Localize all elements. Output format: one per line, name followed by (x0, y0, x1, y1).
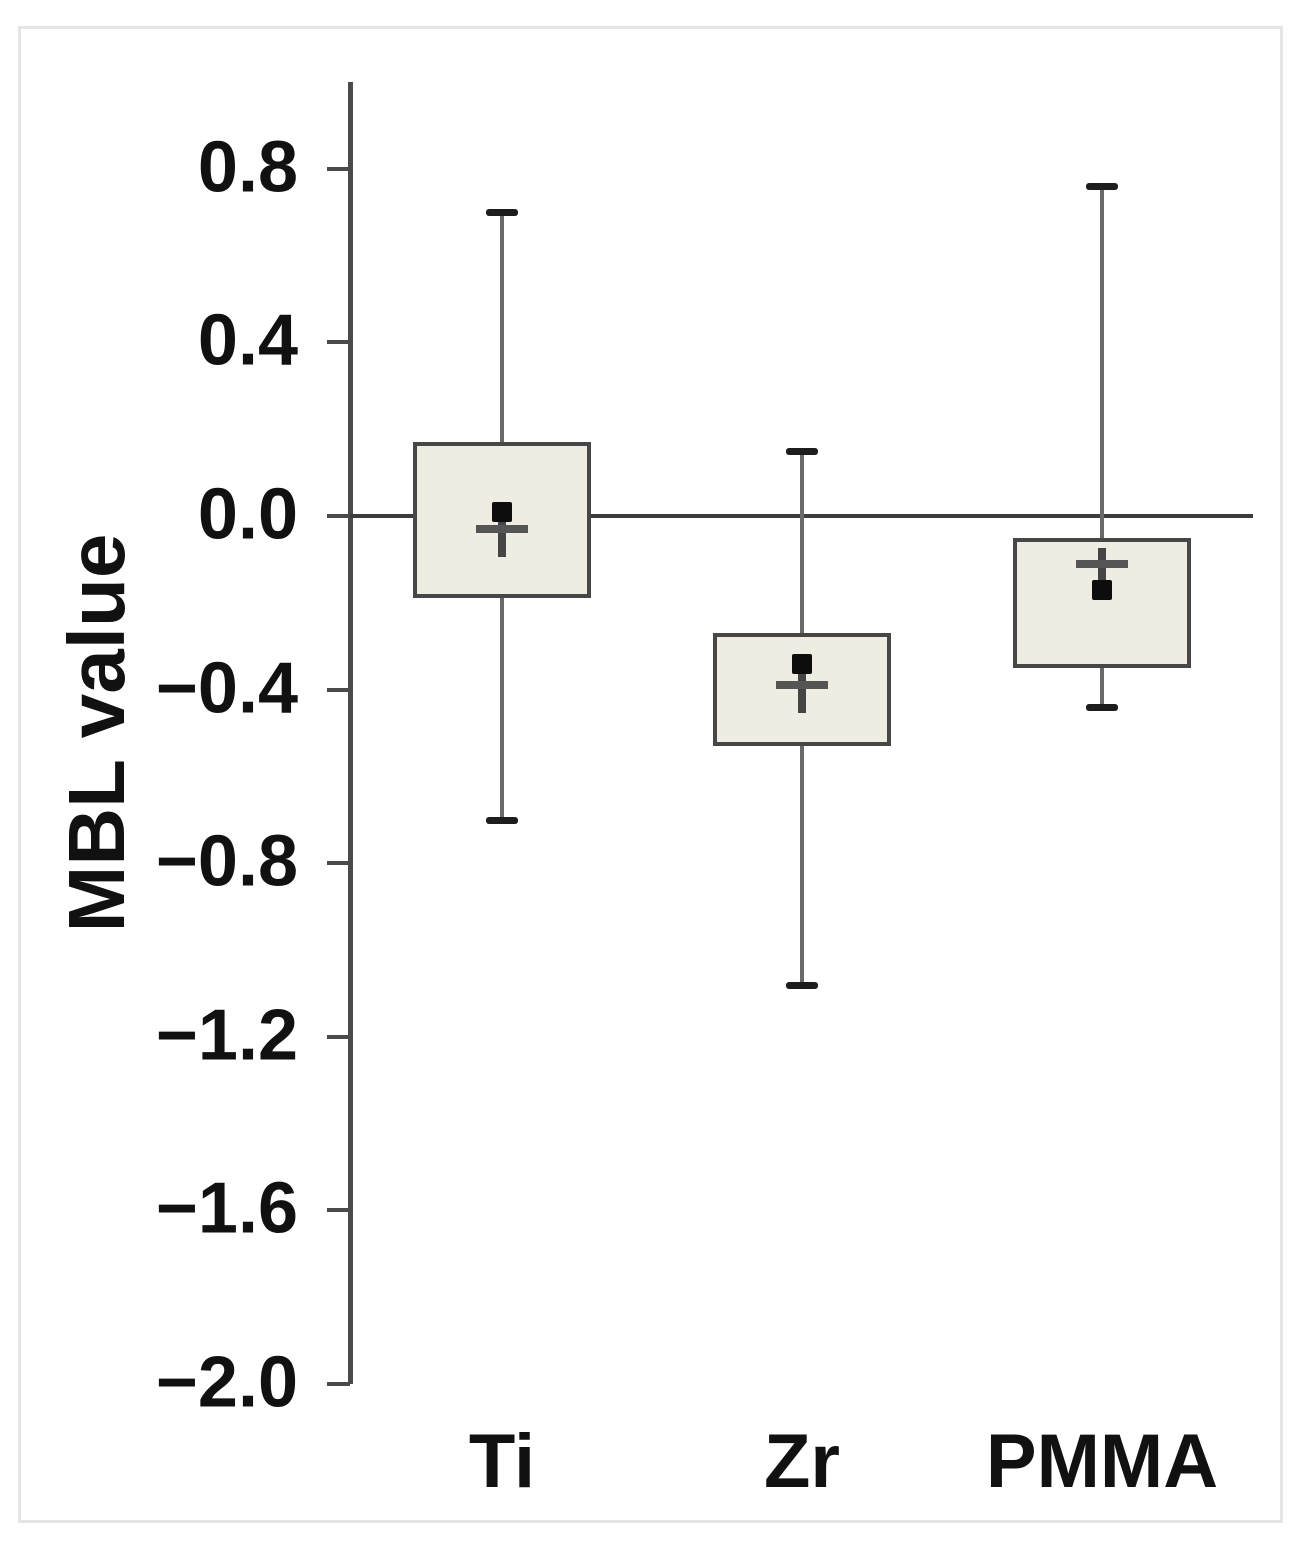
whisker-lower-pmma (1100, 667, 1104, 707)
y-tick-label-−0.8: −0.8 (155, 821, 298, 902)
y-tick-0.0 (327, 514, 350, 518)
y-tick-−0.4 (327, 687, 350, 692)
median-marker-ti (476, 525, 528, 534)
box-zr (713, 633, 891, 746)
whisker-cap-upper-zr (786, 447, 818, 455)
y-tick-label-0.8: 0.8 (197, 127, 298, 208)
x-category-label-ti: Ti (468, 1419, 536, 1504)
y-axis-line (348, 82, 353, 1384)
y-tick-−1.2 (327, 1034, 350, 1039)
whisker-cap-lower-ti (486, 816, 518, 824)
whisker-lower-zr (800, 746, 804, 985)
y-tick-0.4 (327, 340, 350, 345)
y-tick-label-−0.4: −0.4 (155, 648, 298, 729)
mean-marker-pmma (1092, 579, 1112, 600)
mean-marker-ti (492, 501, 512, 522)
x-category-label-zr: Zr (764, 1419, 840, 1504)
y-tick-label-−1.6: −1.6 (155, 1168, 298, 1249)
x-category-label-pmma: PMMA (985, 1419, 1219, 1504)
whisker-cap-upper-pmma (1086, 183, 1118, 191)
whisker-upper-pmma (1100, 186, 1104, 538)
whisker-cap-lower-pmma (1086, 703, 1118, 711)
median-marker-vline-zr (798, 669, 806, 714)
y-tick-−2.0 (327, 1382, 350, 1386)
whisker-cap-upper-ti (486, 209, 518, 217)
median-marker-vline-ti (498, 513, 506, 558)
y-tick-label-−1.2: −1.2 (155, 995, 298, 1076)
median-marker-vline-pmma (1098, 547, 1106, 592)
figure-frame (18, 26, 1283, 1523)
y-tick-−0.8 (327, 861, 350, 866)
y-tick-label-−2.0: −2.0 (155, 1342, 298, 1423)
y-tick-−1.6 (327, 1208, 350, 1213)
whisker-upper-zr (800, 450, 804, 634)
y-tick-label-0.0: 0.0 (197, 474, 298, 555)
whisker-cap-lower-zr (786, 981, 818, 989)
mean-marker-zr (792, 653, 812, 674)
y-tick-label-0.4: 0.4 (197, 300, 298, 381)
median-marker-pmma (1076, 559, 1128, 568)
whisker-upper-ti (500, 212, 504, 443)
y-tick-0.8 (327, 166, 350, 171)
whisker-lower-ti (500, 598, 504, 820)
median-marker-zr (776, 681, 828, 690)
